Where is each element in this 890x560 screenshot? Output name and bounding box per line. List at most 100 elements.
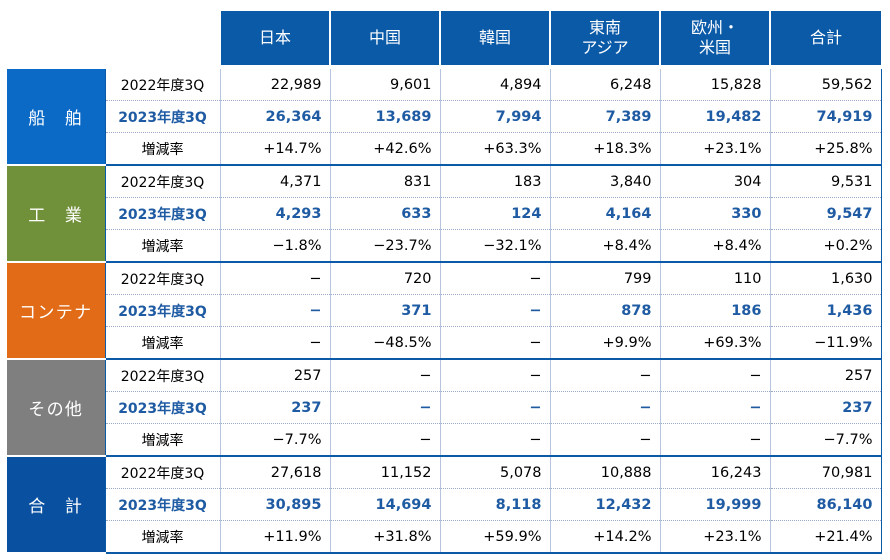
value-cell: +25.8%: [769, 132, 882, 166]
value-cell: +0.2%: [769, 229, 882, 263]
value-cell: 3,840: [549, 165, 660, 198]
category-label: その他: [7, 359, 105, 457]
value-cell: −23.7%: [329, 229, 440, 263]
value-cell: −: [659, 391, 770, 424]
value-cell: +23.1%: [659, 132, 770, 166]
row-label: 増減率: [104, 326, 220, 360]
row-label: 増減率: [104, 229, 220, 263]
value-cell: 19,482: [659, 100, 770, 133]
value-cell: 4,894: [439, 69, 550, 101]
value-cell: 831: [329, 165, 440, 198]
value-cell: +21.4%: [769, 520, 882, 554]
value-cell: 74,919: [769, 100, 882, 133]
value-cell: 304: [659, 165, 770, 198]
value-cell: −7.7%: [219, 423, 330, 457]
table-row: 増減率 − −48.5% − +9.9% +69.3% −11.9%: [7, 326, 882, 360]
value-cell: 4,164: [549, 197, 660, 230]
category-label: コンテナ: [7, 262, 105, 360]
value-cell: 26,364: [219, 100, 330, 133]
table-row: 船 舶 2022年度3Q 22,989 9,601 4,894 6,248 15,828 59…: [7, 69, 882, 166]
value-cell: 878: [549, 294, 660, 327]
value-cell: +23.1%: [659, 520, 770, 554]
row-label: 2022年度3Q: [104, 359, 220, 392]
value-cell: +14.7%: [219, 132, 330, 166]
value-cell: −: [549, 359, 660, 392]
table-row: コンテナ 2022年度3Q −720−799 110 1,630: [7, 262, 882, 360]
value-cell: 257: [769, 359, 882, 392]
value-cell: 27,618: [219, 456, 330, 489]
value-cell: +59.9%: [439, 520, 550, 554]
row-label: 2023年度3Q: [104, 488, 220, 521]
value-cell: 10,888: [549, 456, 660, 489]
value-cell: +9.9%: [549, 326, 660, 360]
value-cell: +14.2%: [549, 520, 660, 554]
table-body: 船 舶 2022年度3Q 22,989 9,601 4,894 6,248 15,828 59…: [7, 69, 882, 554]
value-cell: 371: [329, 294, 440, 327]
value-cell: +63.3%: [439, 132, 550, 166]
value-cell: 86,140: [769, 488, 882, 521]
table-row: 増減率 −1.8% −23.7% −32.1% +8.4% +8.4% +0.2%: [7, 229, 882, 263]
value-cell: 237: [219, 391, 330, 424]
value-cell: 124: [439, 197, 550, 230]
value-cell: +11.9%: [219, 520, 330, 554]
table-row: 増減率 +14.7% +42.6% +63.3% +18.3% +23.1% +25.8%: [7, 132, 882, 166]
row-label: 2023年度3Q: [104, 391, 220, 424]
value-cell: −: [439, 326, 550, 360]
value-cell: −: [329, 423, 440, 457]
table-row: 工 業 2022年度3Q 4,371 831 183 3,840 304 9,531: [7, 165, 882, 263]
row-label: 2022年度3Q: [104, 165, 220, 198]
header-corner: [7, 11, 220, 65]
value-cell: 237: [769, 391, 882, 424]
value-cell: −: [219, 326, 330, 360]
value-cell: +31.8%: [329, 520, 440, 554]
value-cell: 6,248: [549, 69, 660, 101]
value-cell: −: [329, 359, 440, 392]
value-cell: 13,689: [329, 100, 440, 133]
table-row: 増減率 +11.9% +31.8% +59.9% +14.2% +23.1% +21.4%: [7, 520, 882, 554]
header-europe-us: 欧州・ 米国: [659, 11, 770, 65]
regional-sales-table: 日本 中国 韓国 東南 アジア 欧州・ 米国 合計 船 舶 2022年度3Q 22,…: [7, 11, 882, 554]
value-cell: −48.5%: [329, 326, 440, 360]
value-cell: 4,293: [219, 197, 330, 230]
row-label: 増減率: [104, 520, 220, 554]
header-korea: 韓国: [439, 11, 550, 65]
value-cell: 1,436: [769, 294, 882, 327]
value-cell: 19,999: [659, 488, 770, 521]
category-label: 工 業: [7, 165, 105, 263]
table-row: その他 2022年度3Q 257− − − −257: [7, 359, 882, 457]
table-row: 増減率 −7.7% − − − − −7.7%: [7, 423, 882, 457]
header-southeast-asia: 東南 アジア: [549, 11, 660, 65]
value-cell: 14,694: [329, 488, 440, 521]
value-cell: 8,118: [439, 488, 550, 521]
row-label: 2022年度3Q: [104, 69, 220, 101]
category-label: 合 計: [7, 456, 105, 554]
value-cell: −32.1%: [439, 229, 550, 263]
value-cell: 330: [659, 197, 770, 230]
value-cell: 720: [329, 262, 440, 295]
value-cell: 5,078: [439, 456, 550, 489]
value-cell: 186: [659, 294, 770, 327]
value-cell: −: [219, 262, 330, 295]
value-cell: +69.3%: [659, 326, 770, 360]
value-cell: 59,562: [769, 69, 882, 101]
value-cell: +42.6%: [329, 132, 440, 166]
value-cell: −11.9%: [769, 326, 882, 360]
value-cell: 633: [329, 197, 440, 230]
value-cell: 7,389: [549, 100, 660, 133]
value-cell: −1.8%: [219, 229, 330, 263]
value-cell: −: [439, 391, 550, 424]
value-cell: +8.4%: [659, 229, 770, 263]
row-label: 2022年度3Q: [104, 456, 220, 489]
value-cell: 257: [219, 359, 330, 392]
value-cell: −: [439, 359, 550, 392]
header-total: 合計: [769, 11, 881, 65]
value-cell: 12,432: [549, 488, 660, 521]
table-row: 合 計 2022年度3Q 27,618 11,152 5,078 10,888 16,243…: [7, 456, 882, 554]
value-cell: 110: [659, 262, 770, 295]
row-label: 増減率: [104, 423, 220, 457]
row-label: 増減率: [104, 132, 220, 166]
value-cell: −: [439, 294, 550, 327]
row-label: 2023年度3Q: [104, 294, 220, 327]
table-row: 2023年度3Q 30,895 14,694 8,118 12,432 19,999 86,…: [7, 488, 882, 521]
value-cell: −: [659, 423, 770, 457]
